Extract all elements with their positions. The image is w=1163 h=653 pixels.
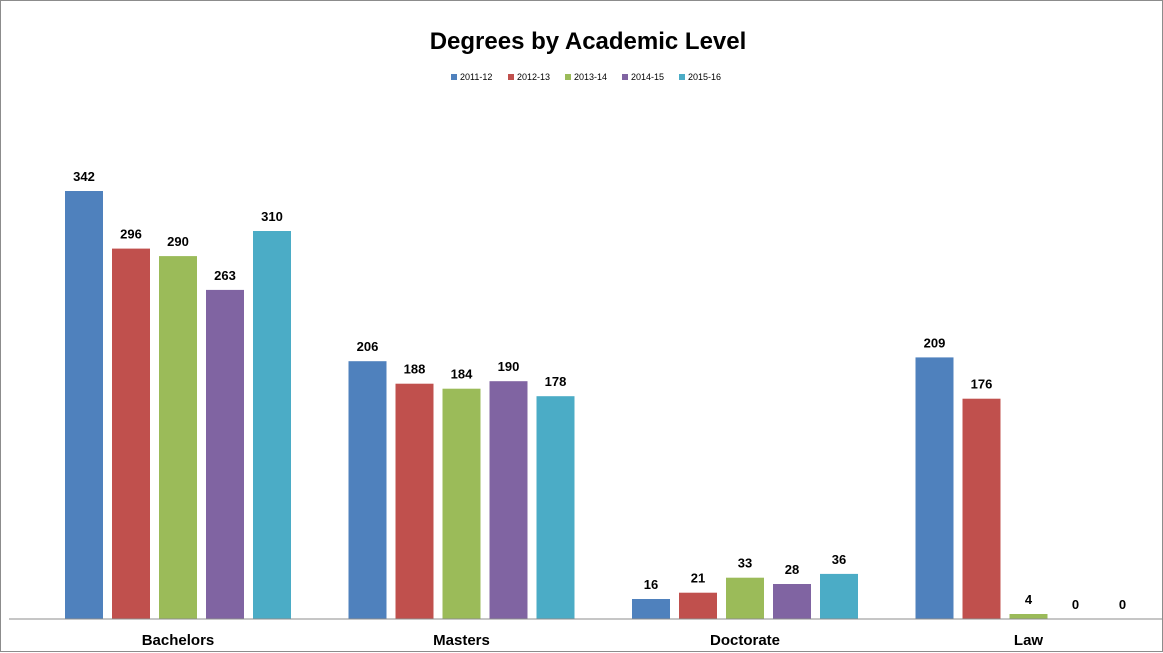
legend-item-2015-16: 2015-16 bbox=[679, 72, 721, 82]
value-label-law-2015-16: 0 bbox=[1119, 597, 1126, 612]
value-label-law-2013-14: 4 bbox=[1025, 592, 1033, 607]
value-label-masters-2011-12: 206 bbox=[357, 339, 379, 354]
value-label-law-2012-13: 176 bbox=[971, 377, 993, 392]
chart-title: Degrees by Academic Level bbox=[430, 28, 747, 55]
value-label-doctorate-2012-13: 21 bbox=[691, 571, 705, 586]
category-label-doctorate: Doctorate bbox=[710, 632, 780, 649]
value-label-doctorate-2015-16: 36 bbox=[832, 552, 846, 567]
bar-doctorate-2012-13 bbox=[679, 592, 717, 619]
bar-bachelors-2015-16 bbox=[253, 231, 291, 619]
value-label-doctorate-2013-14: 33 bbox=[738, 556, 752, 571]
bar-masters-2014-15 bbox=[489, 381, 528, 619]
legend-label-2014-15: 2014-15 bbox=[631, 72, 664, 82]
bar-bachelors-2012-13 bbox=[112, 248, 150, 619]
legend-swatch-2014-15 bbox=[622, 74, 628, 80]
legend-swatch-2015-16 bbox=[679, 74, 685, 80]
category-label-law: Law bbox=[1014, 632, 1044, 649]
value-label-masters-2015-16: 178 bbox=[545, 374, 567, 389]
legend-swatch-2011-12 bbox=[451, 74, 457, 80]
legend-item-2011-12: 2011-12 bbox=[451, 72, 492, 82]
bar-law-2013-14 bbox=[1009, 614, 1048, 619]
legend-swatch-2013-14 bbox=[565, 74, 571, 80]
value-label-masters-2013-14: 184 bbox=[451, 367, 473, 382]
value-label-bachelors-2013-14: 290 bbox=[167, 234, 189, 249]
legend-item-2012-13: 2012-13 bbox=[508, 72, 550, 82]
bar-law-2011-12 bbox=[915, 357, 954, 619]
value-label-masters-2014-15: 190 bbox=[498, 359, 520, 374]
category-labels: Bachelors Masters Doctorate Law bbox=[142, 632, 1044, 649]
value-label-bachelors-2012-13: 296 bbox=[120, 227, 142, 242]
bar-bachelors-2014-15 bbox=[206, 289, 244, 619]
bar-doctorate-2015-16 bbox=[820, 573, 858, 619]
bar-law-2012-13 bbox=[962, 398, 1001, 619]
legend: 2011-12 2012-13 2013-14 2014-15 2015-16 bbox=[451, 72, 721, 82]
category-label-bachelors: Bachelors bbox=[142, 632, 215, 649]
value-label-bachelors-2011-12: 342 bbox=[73, 169, 95, 184]
value-label-bachelors-2014-15: 263 bbox=[214, 268, 236, 283]
legend-label-2015-16: 2015-16 bbox=[688, 72, 721, 82]
bar-masters-2012-13 bbox=[395, 383, 434, 619]
legend-swatch-2012-13 bbox=[508, 74, 514, 80]
bar-masters-2011-12 bbox=[348, 361, 387, 619]
bar-bachelors-2013-14 bbox=[159, 256, 197, 619]
value-labels: 342 296 290 263 310 206 188 184 190 178 16 21 33 28 36… bbox=[73, 169, 1126, 612]
value-label-doctorate-2014-15: 28 bbox=[785, 562, 799, 577]
bar-masters-2013-14 bbox=[442, 388, 481, 619]
bar-doctorate-2014-15 bbox=[773, 584, 811, 619]
bars bbox=[65, 191, 1048, 619]
legend-label-2011-12: 2011-12 bbox=[460, 72, 492, 82]
bar-bachelors-2011-12 bbox=[65, 191, 103, 619]
legend-label-2013-14: 2013-14 bbox=[574, 72, 607, 82]
legend-item-2014-15: 2014-15 bbox=[622, 72, 664, 82]
value-label-law-2014-15: 0 bbox=[1072, 597, 1079, 612]
legend-label-2012-13: 2012-13 bbox=[517, 72, 550, 82]
value-label-doctorate-2011-12: 16 bbox=[644, 577, 658, 592]
value-label-masters-2012-13: 188 bbox=[404, 362, 426, 377]
legend-item-2013-14: 2013-14 bbox=[565, 72, 607, 82]
value-label-bachelors-2015-16: 310 bbox=[261, 209, 283, 224]
bar-doctorate-2011-12 bbox=[632, 599, 670, 619]
value-label-law-2011-12: 209 bbox=[924, 335, 946, 350]
category-label-masters: Masters bbox=[433, 632, 490, 649]
bar-doctorate-2013-14 bbox=[726, 577, 764, 619]
bar-masters-2015-16 bbox=[536, 396, 575, 619]
